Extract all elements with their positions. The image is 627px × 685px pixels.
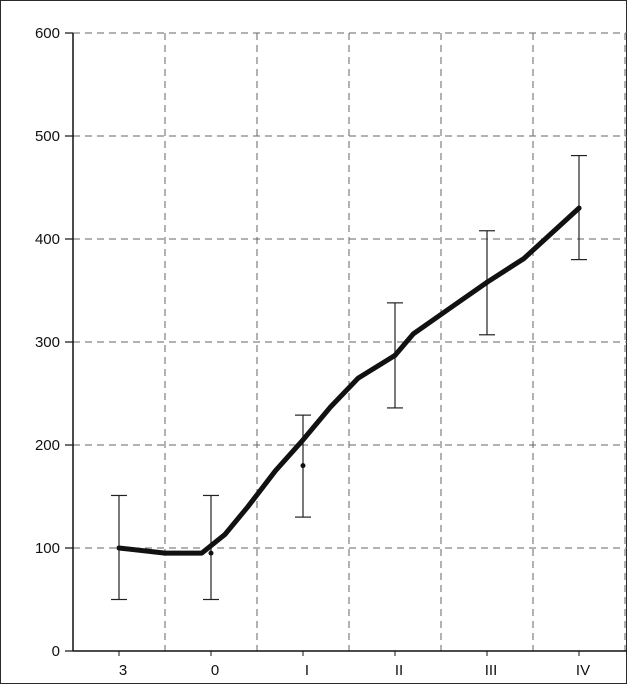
x-tick-label: II	[395, 662, 403, 679]
series-line	[116, 205, 582, 556]
y-tick-label: 300	[35, 334, 60, 351]
x-tick-label: 3	[119, 662, 127, 679]
data-point	[576, 205, 582, 211]
y-tick-labels: 0 100 200 300 400 500 600	[35, 25, 60, 660]
x-tick-label: 0	[211, 662, 219, 679]
y-tick-label: 200	[35, 437, 60, 454]
x-tick-label: III	[485, 662, 498, 679]
data-point	[116, 545, 122, 551]
x-tick-label: I	[305, 662, 309, 679]
y-tick-label: 0	[52, 643, 60, 660]
data-point	[208, 550, 214, 556]
axes	[65, 32, 627, 656]
error-bars	[111, 154, 587, 601]
data-point	[484, 279, 490, 285]
grid-lines	[73, 32, 627, 651]
series-lines	[116, 205, 582, 556]
data-point	[300, 463, 306, 469]
y-tick-label: 600	[35, 25, 60, 42]
y-tick-label: 100	[35, 540, 60, 557]
data-point	[392, 352, 398, 358]
y-tick-label: 400	[35, 231, 60, 248]
y-tick-label: 500	[35, 128, 60, 145]
x-tick-label: IV	[576, 662, 590, 679]
x-tick-labels: 3 0 I II III IV	[119, 662, 590, 679]
